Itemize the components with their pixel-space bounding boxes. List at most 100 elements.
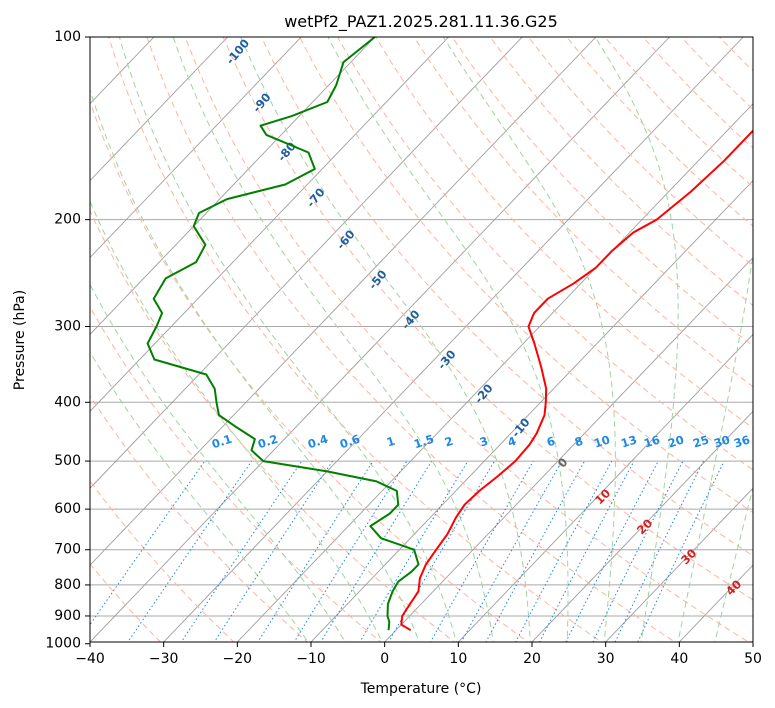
dry-adiabat-line xyxy=(90,480,235,642)
x-tick-label: 40 xyxy=(670,651,688,667)
mixing-ratio-line xyxy=(539,460,635,642)
mixing-ratio-line xyxy=(90,460,206,626)
mixing-ratio-line xyxy=(485,460,586,642)
dry-adiabat-label: -90 xyxy=(250,90,274,115)
dry-adiabat-line xyxy=(90,209,456,642)
dry-adiabat-line xyxy=(299,37,753,514)
isotherm-line xyxy=(752,641,753,642)
dry-adiabat-line xyxy=(184,37,750,642)
dry-adiabat-line xyxy=(108,37,603,642)
moist-adiabat-label: 20 xyxy=(634,516,655,537)
moist-adiabat-line xyxy=(90,351,309,642)
mixing-ratio-label: 6 xyxy=(545,434,557,450)
mixing-ratio-line xyxy=(614,460,704,642)
plot-frame xyxy=(89,36,754,643)
temperature-profile-line xyxy=(400,129,753,632)
moist-adiabat-line xyxy=(714,485,753,642)
dry-adiabat-label: -100 xyxy=(223,36,252,67)
mixing-ratio-line xyxy=(387,460,495,642)
mixing-ratio-line xyxy=(293,460,408,642)
y-tick-label: 800 xyxy=(54,577,81,593)
mixing-ratio-line xyxy=(515,460,613,642)
dry-adiabat-label: -70 xyxy=(304,185,328,210)
y-tick-label: 400 xyxy=(54,394,81,410)
isotherm-line xyxy=(90,37,302,259)
mixing-ratio-label: 30 xyxy=(712,432,732,450)
mixing-ratio-label: 16 xyxy=(642,432,662,450)
y-tick-label: 100 xyxy=(54,29,81,45)
isotherm-line xyxy=(163,37,744,642)
mixing-ratio-line xyxy=(359,460,469,642)
x-tick-label: 10 xyxy=(449,651,467,667)
dry-adiabat-label: -50 xyxy=(366,267,390,292)
mixing-ratio-line xyxy=(320,460,433,642)
isotherm-line xyxy=(90,37,597,566)
data-lines xyxy=(146,37,753,632)
isotherm-line xyxy=(90,37,670,642)
chart-title: wetPf2_PAZ1.2025.281.11.36.G25 xyxy=(284,12,558,32)
dry-adiabat-line xyxy=(642,37,753,149)
mixing-ratio-line xyxy=(565,460,659,642)
mixing-ratio-line xyxy=(213,460,333,642)
isotherm-line xyxy=(605,487,753,642)
dry-adiabat-line xyxy=(90,394,309,642)
mixing-ratio-line xyxy=(637,460,725,642)
isotherm-line xyxy=(90,37,449,412)
mixing-ratio-label: 36 xyxy=(732,432,752,450)
isotherm-line xyxy=(678,564,753,642)
dry-adiabat-line xyxy=(90,305,382,642)
x-tick-label: −40 xyxy=(75,651,105,667)
mixing-ratio-line xyxy=(180,460,303,642)
x-axis-label: Temperature (°C) xyxy=(360,681,482,697)
dry-adiabat-line xyxy=(566,37,753,227)
dry-adiabat-label: -40 xyxy=(399,307,423,332)
mixing-ratio-line xyxy=(592,460,684,642)
background-lines xyxy=(0,37,753,657)
isotherm-line xyxy=(90,37,376,336)
isotherm-line xyxy=(236,103,753,642)
x-tick-label: 20 xyxy=(523,651,541,667)
dry-adiabat-line xyxy=(451,37,753,347)
mixing-ratio-label: 13 xyxy=(619,432,639,450)
mixing-ratio-label: 3 xyxy=(478,434,490,450)
x-axis: −40 −30 −20 −10 0 10 20 30 40 50 xyxy=(75,642,762,667)
isotherm-line xyxy=(384,256,753,642)
mixing-ratio-label: 0.1 xyxy=(210,432,234,452)
x-tick-label: 30 xyxy=(597,651,615,667)
moist-adiabat-line xyxy=(327,37,569,642)
mixing-ratio-label: 10 xyxy=(592,432,612,450)
moist-adiabat-line xyxy=(677,249,753,642)
moist-adiabat-line xyxy=(172,37,494,642)
mixing-ratio-line xyxy=(429,460,534,642)
mixing-ratio-label: 0.2 xyxy=(256,432,280,452)
line-labels: -100-90-80-70-60-50-40-30-20-10010203040… xyxy=(210,36,752,598)
dry-adiabat-line xyxy=(489,37,753,307)
x-tick-label: −30 xyxy=(149,651,179,667)
y-axis: 1000 900 800 700 600 500 400 300 200 100 xyxy=(45,29,90,652)
plot-area: -100-90-80-70-60-50-40-30-20-10010203040… xyxy=(0,36,754,657)
dewpoint-profile-line xyxy=(146,37,420,631)
x-tick-label: 50 xyxy=(744,651,762,667)
mixing-ratio-label: 1.5 xyxy=(412,432,436,452)
isotherm-line xyxy=(0,37,7,657)
moist-adiabat-line xyxy=(594,37,679,642)
moist-adiabat-line xyxy=(240,37,531,642)
isotherm-line xyxy=(90,37,228,182)
dry-adiabat-line xyxy=(528,37,753,267)
isotherm-line xyxy=(90,37,523,489)
y-tick-label: 300 xyxy=(54,318,81,334)
moist-adiabat-line xyxy=(751,635,753,642)
y-tick-label: 700 xyxy=(54,542,81,558)
dry-adiabat-line xyxy=(90,100,529,642)
moist-adiabat-line xyxy=(118,37,457,642)
mixing-ratio-label: 0.6 xyxy=(338,432,362,452)
x-tick-label: −10 xyxy=(296,651,326,667)
moist-adiabat-label: 30 xyxy=(678,546,699,567)
y-tick-label: 1000 xyxy=(45,636,81,652)
y-tick-label: 900 xyxy=(54,608,81,624)
mixing-ratio-label: 8 xyxy=(573,434,585,450)
mixing-ratio-label: 4 xyxy=(506,434,518,450)
dry-adiabat-line xyxy=(375,37,753,429)
mixing-ratio-label: 2 xyxy=(443,434,455,450)
